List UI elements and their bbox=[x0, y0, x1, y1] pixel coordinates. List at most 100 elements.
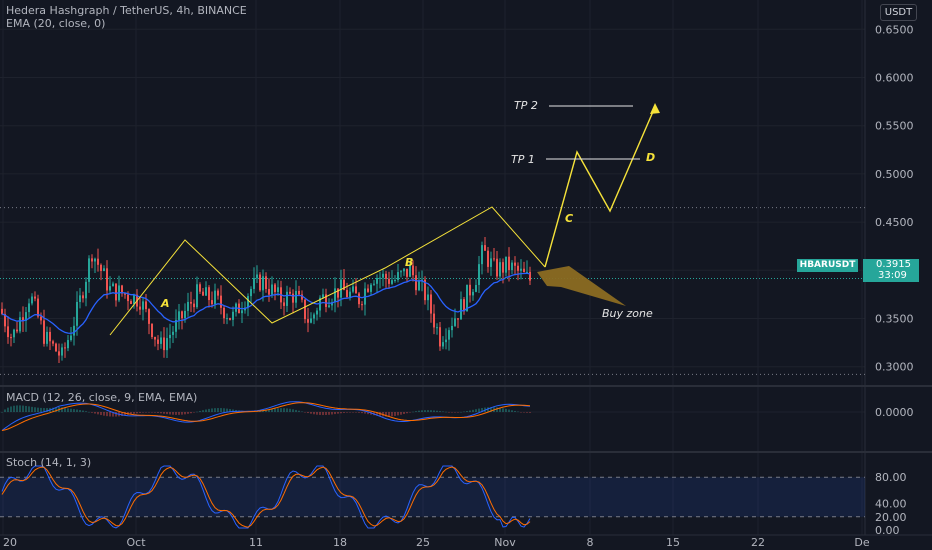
candle-body bbox=[10, 337, 12, 339]
macd-histogram-bar bbox=[454, 412, 456, 413]
price-tick-label: 0.4500 bbox=[875, 216, 914, 229]
macd-histogram-bar bbox=[157, 412, 159, 413]
candle-body bbox=[328, 305, 330, 307]
price-pane[interactable] bbox=[0, 207, 865, 375]
candle-body bbox=[352, 286, 354, 292]
macd-histogram-bar bbox=[154, 412, 156, 413]
macd-histogram-bar bbox=[388, 412, 390, 417]
macd-histogram-bar bbox=[139, 412, 141, 413]
candle-body bbox=[88, 258, 90, 282]
candle-body bbox=[277, 287, 279, 293]
candle-body bbox=[457, 318, 459, 320]
macd-tick-label: 0.0000 bbox=[875, 406, 914, 419]
macd-histogram-bar bbox=[103, 412, 105, 416]
candle-body bbox=[268, 288, 270, 295]
stoch-d-line bbox=[1, 466, 531, 528]
macd-histogram-bar bbox=[415, 411, 417, 412]
macd-histogram-bar bbox=[205, 409, 207, 412]
macd-histogram-bar bbox=[346, 412, 348, 413]
candle-body bbox=[94, 258, 96, 262]
macd-histogram-bar bbox=[457, 412, 459, 413]
time-tick-label: 22 bbox=[751, 536, 765, 549]
candle-body bbox=[493, 258, 495, 260]
macd-histogram-bar bbox=[184, 412, 186, 415]
candle-body bbox=[106, 268, 108, 291]
candle-body bbox=[172, 331, 174, 335]
candle-body bbox=[292, 293, 294, 303]
grid-lines bbox=[0, 0, 865, 535]
candle-body bbox=[373, 283, 375, 285]
macd-histogram-bar bbox=[526, 412, 528, 413]
candle-body bbox=[199, 284, 201, 292]
candle-body bbox=[466, 284, 468, 312]
macd-histogram-bar bbox=[481, 408, 483, 412]
macd-histogram-bar bbox=[163, 412, 165, 414]
candle-body bbox=[112, 283, 114, 287]
macd-histogram-bar bbox=[358, 412, 360, 413]
stoch-legend[interactable]: Stoch (14, 1, 3) bbox=[6, 456, 92, 469]
candle-body bbox=[502, 262, 504, 273]
stoch-tick-label: 40.00 bbox=[875, 498, 907, 511]
candle-body bbox=[322, 294, 324, 298]
macd-histogram-bar bbox=[349, 412, 351, 413]
macd-histogram-bar bbox=[406, 412, 408, 414]
candle-body bbox=[175, 319, 177, 332]
stoch-tick-label: 0.00 bbox=[875, 524, 900, 537]
macd-histogram-bar bbox=[265, 409, 267, 412]
candle-body bbox=[379, 277, 381, 279]
axes: 0.65000.60000.55000.50000.45000.40000.35… bbox=[3, 23, 914, 549]
macd-histogram-bar bbox=[313, 412, 315, 415]
candle-body bbox=[91, 258, 93, 262]
candle-body bbox=[70, 335, 72, 341]
currency-button[interactable]: USDT bbox=[880, 4, 917, 21]
macd-histogram-bar bbox=[469, 410, 471, 412]
macd-histogram-bar bbox=[445, 411, 447, 413]
candle-body bbox=[367, 288, 369, 292]
candle-body bbox=[217, 290, 219, 296]
candle-body bbox=[82, 295, 84, 299]
macd-histogram-bar bbox=[514, 410, 516, 412]
macd-histogram-bar bbox=[115, 412, 117, 417]
candle-body bbox=[49, 331, 51, 342]
macd-histogram-bar bbox=[226, 408, 228, 412]
macd-histogram-bar bbox=[46, 408, 48, 412]
macd-histogram-bar bbox=[433, 410, 435, 412]
macd-histogram-bar bbox=[508, 409, 510, 412]
macd-histogram-bar bbox=[283, 408, 285, 412]
candle-body bbox=[166, 338, 168, 351]
tp2-label: TP 2 bbox=[514, 99, 538, 112]
macd-histogram-bar bbox=[196, 411, 198, 413]
macd-histogram-bar bbox=[199, 410, 201, 412]
macd-histogram-bar bbox=[529, 412, 531, 413]
buy-zone-arrow bbox=[537, 266, 626, 306]
ema-legend[interactable]: EMA (20, close, 0) bbox=[6, 17, 106, 30]
stoch-pane[interactable] bbox=[0, 465, 865, 529]
candle-body bbox=[505, 256, 507, 273]
macd-histogram-bar bbox=[124, 412, 126, 416]
macd-pane[interactable] bbox=[1, 401, 531, 431]
macd-histogram-bar bbox=[475, 409, 477, 412]
macd-histogram-bar bbox=[328, 412, 330, 415]
candle-body bbox=[517, 265, 519, 271]
candle-body bbox=[46, 331, 48, 344]
macd-legend[interactable]: MACD (12, 26, close, 9, EMA, EMA) bbox=[6, 391, 198, 404]
macd-histogram-bar bbox=[466, 411, 468, 412]
candle-body bbox=[298, 290, 300, 295]
candle-body bbox=[1, 308, 3, 314]
macd-histogram-bar bbox=[403, 412, 405, 414]
macd-histogram-bar bbox=[148, 412, 150, 413]
macd-histogram-bar bbox=[223, 408, 225, 412]
candle-body bbox=[472, 291, 474, 296]
candle-body bbox=[526, 271, 528, 273]
macd-histogram-bar bbox=[298, 410, 300, 412]
candle-body bbox=[64, 347, 66, 349]
macd-histogram-bar bbox=[73, 409, 75, 412]
macd-histogram-bar bbox=[478, 408, 480, 412]
pattern-drawings[interactable] bbox=[109, 103, 660, 336]
macd-histogram-bar bbox=[85, 411, 87, 412]
candle-body bbox=[304, 299, 306, 320]
time-tick-label: Nov bbox=[494, 536, 516, 549]
time-tick-label: De bbox=[854, 536, 869, 549]
candle-body bbox=[460, 299, 462, 320]
